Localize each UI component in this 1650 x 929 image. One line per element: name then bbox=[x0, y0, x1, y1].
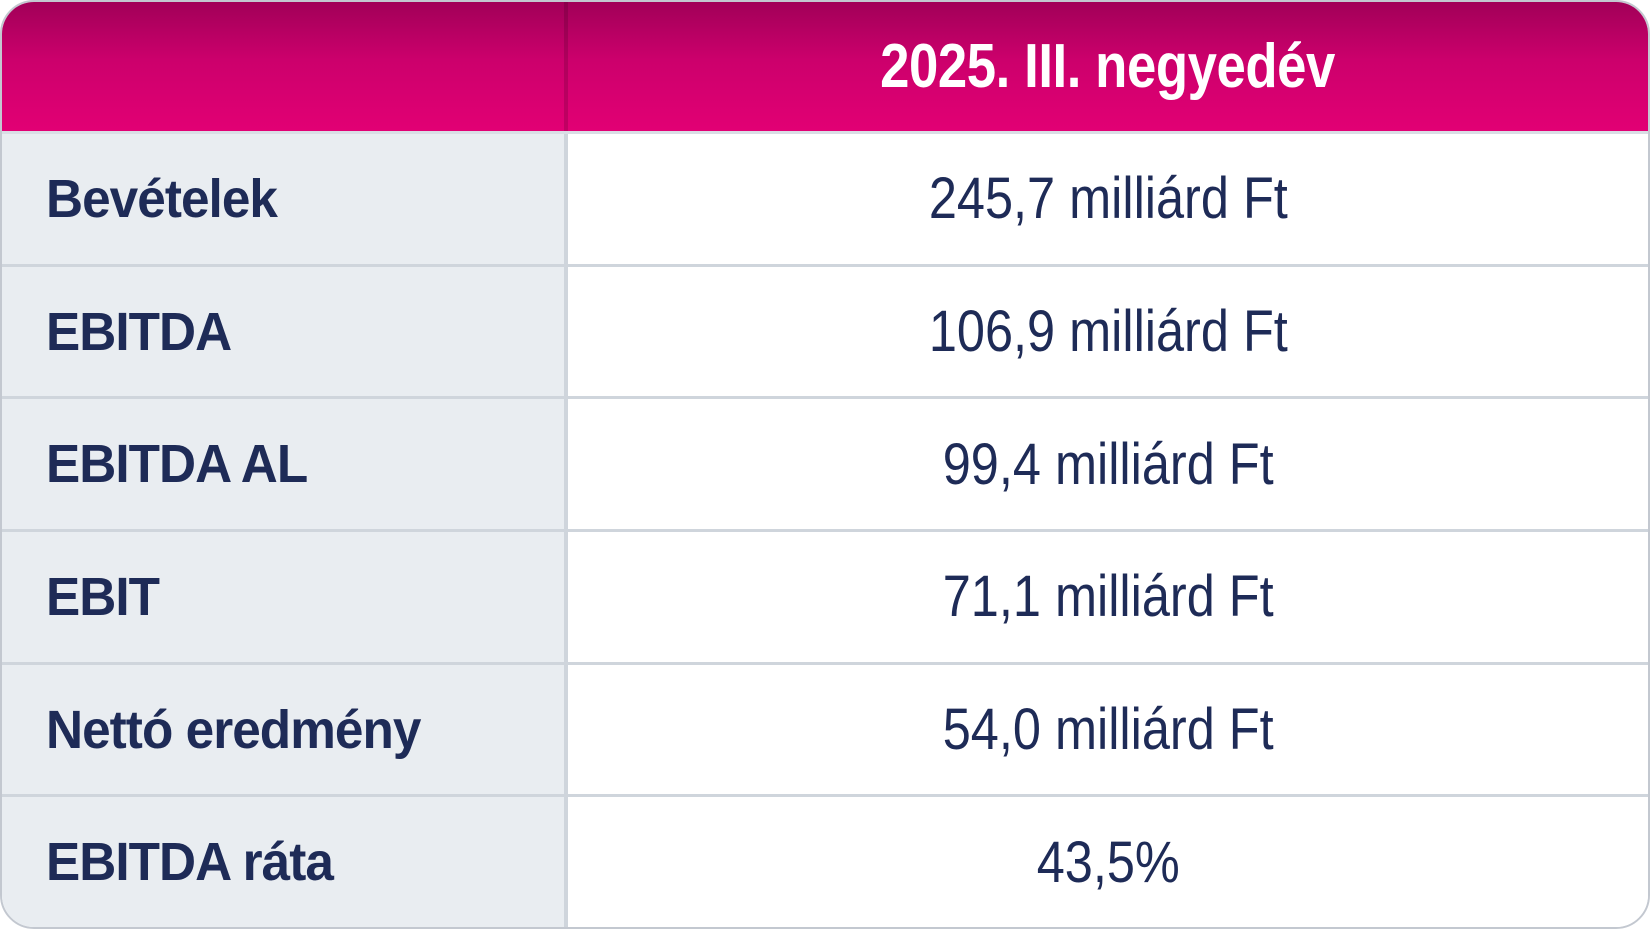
table-header-row: 2025. III. negyedév bbox=[2, 2, 1648, 131]
period-title: 2025. III. negyedév bbox=[880, 32, 1336, 101]
row-label-cell: EBITDA AL bbox=[2, 399, 564, 530]
row-label-cell: EBIT bbox=[2, 532, 564, 662]
row-value-cell: 54,0 milliárd Ft bbox=[564, 664, 1648, 795]
header-period-cell: 2025. III. negyedév bbox=[564, 2, 1648, 131]
table-row: EBITDA ráta 43,5% bbox=[2, 794, 1648, 927]
row-label-cell: EBITDA ráta bbox=[2, 797, 564, 927]
metric-value: 54,0 milliárd Ft bbox=[942, 697, 1274, 763]
table-row: Nettó eredmény 54,0 milliárd Ft bbox=[2, 661, 1648, 795]
row-value-cell: 99,4 milliárd Ft bbox=[564, 399, 1648, 530]
metric-value: 99,4 milliárd Ft bbox=[942, 431, 1274, 497]
metric-label: EBITDA ráta bbox=[46, 832, 334, 893]
row-value-cell: 43,5% bbox=[564, 797, 1648, 927]
metric-label: Nettó eredmény bbox=[46, 699, 421, 760]
row-value-cell: 71,1 milliárd Ft bbox=[564, 532, 1648, 662]
metric-label: Bevételek bbox=[46, 168, 278, 229]
table-row: EBITDA AL 99,4 milliárd Ft bbox=[2, 396, 1648, 530]
row-value-cell: 106,9 milliárd Ft bbox=[564, 266, 1648, 397]
header-empty-cell bbox=[2, 2, 564, 131]
metric-label: EBIT bbox=[46, 566, 160, 627]
metric-value: 106,9 milliárd Ft bbox=[928, 299, 1288, 364]
table-row: Bevételek 245,7 milliárd Ft bbox=[2, 131, 1648, 264]
table-row: EBITDA 106,9 milliárd Ft bbox=[2, 263, 1648, 397]
table-row: EBIT 71,1 milliárd Ft bbox=[2, 529, 1648, 662]
row-value-cell: 245,7 milliárd Ft bbox=[564, 134, 1648, 264]
row-label-cell: Bevételek bbox=[2, 134, 564, 264]
metric-label: EBITDA bbox=[46, 301, 232, 362]
row-label-cell: Nettó eredmény bbox=[2, 664, 564, 795]
row-label-cell: EBITDA bbox=[2, 266, 564, 397]
metric-value: 245,7 milliárd Ft bbox=[928, 166, 1288, 232]
metric-value: 43,5% bbox=[1036, 829, 1180, 895]
metric-value: 71,1 milliárd Ft bbox=[942, 564, 1274, 630]
metric-label: EBITDA AL bbox=[46, 434, 308, 495]
